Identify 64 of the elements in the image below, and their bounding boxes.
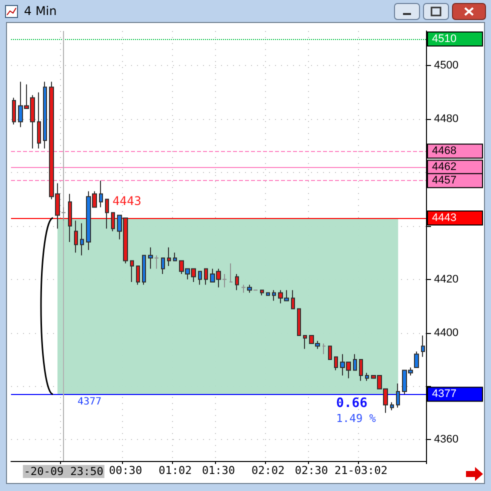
candlestick	[235, 274, 239, 291]
candlestick	[390, 402, 394, 411]
ref-line-label: 4457	[432, 174, 456, 187]
candlestick	[353, 354, 357, 371]
candlestick	[229, 262, 233, 283]
x-tick-label: 02:02	[251, 464, 285, 477]
ref-line-label: 4462	[432, 161, 456, 174]
candlestick	[241, 284, 246, 294]
candlestick	[334, 356, 338, 371]
candlestick	[142, 254, 146, 286]
candlestick	[37, 92, 41, 150]
candlestick	[61, 206, 66, 222]
candlestick	[68, 193, 72, 242]
candlestick	[99, 180, 103, 208]
candlestick	[322, 342, 326, 355]
candlestick	[303, 334, 307, 350]
annotation: 4377	[77, 396, 102, 408]
candlestick	[328, 346, 332, 360]
annotation: 0.66	[336, 396, 368, 412]
x-tick-label: 01:02	[158, 464, 192, 477]
candlestick	[136, 266, 140, 286]
x-tick-label: 02:30	[294, 464, 328, 477]
candlestick	[173, 252, 177, 262]
candlestick	[80, 222, 84, 256]
candlestick	[105, 198, 109, 230]
x-tick-label: -20-09 23:50	[24, 465, 104, 478]
candlestick	[130, 260, 134, 283]
annotation: 1.49 %	[336, 412, 376, 426]
candlestick	[161, 258, 165, 275]
y-tick-label: 4400	[434, 326, 458, 339]
candlestick	[167, 246, 171, 267]
candlestick	[291, 290, 295, 310]
candlestick	[43, 81, 47, 150]
candlestick	[247, 284, 252, 294]
candlestick	[12, 97, 16, 125]
candlestick	[198, 270, 202, 286]
ref-line-label: 4468	[432, 145, 456, 158]
candlestick	[266, 292, 270, 296]
x-tick-label: 01:30	[202, 464, 236, 477]
y-tick-label: 4420	[434, 273, 458, 286]
candlestick	[414, 350, 419, 368]
candlestick	[154, 254, 159, 270]
y-tick-label: 4360	[434, 434, 458, 446]
candlestick	[359, 359, 363, 382]
candlestick	[365, 372, 369, 382]
candlestick	[260, 290, 264, 296]
candlestick	[272, 290, 276, 302]
candlestick	[396, 383, 400, 408]
candlestick	[222, 274, 227, 288]
candlestick	[421, 334, 425, 358]
ref-line-label: 4510	[432, 33, 456, 46]
y-tick-label: 4480	[434, 113, 458, 126]
ref-line-label: 4443	[432, 212, 456, 224]
annotation: 4443	[112, 194, 142, 208]
candlestick	[297, 308, 301, 336]
ref-line-label: 4377	[432, 388, 456, 400]
candlestick	[74, 220, 78, 254]
chart-title: 4 Min	[24, 4, 57, 18]
candlestick	[111, 212, 115, 232]
candlestick	[148, 246, 153, 270]
candlestick	[204, 268, 208, 286]
x-tick-label: 21-03:02	[334, 464, 388, 477]
y-tick-label: 4500	[434, 60, 458, 72]
x-tick-label: 00:30	[109, 464, 142, 477]
